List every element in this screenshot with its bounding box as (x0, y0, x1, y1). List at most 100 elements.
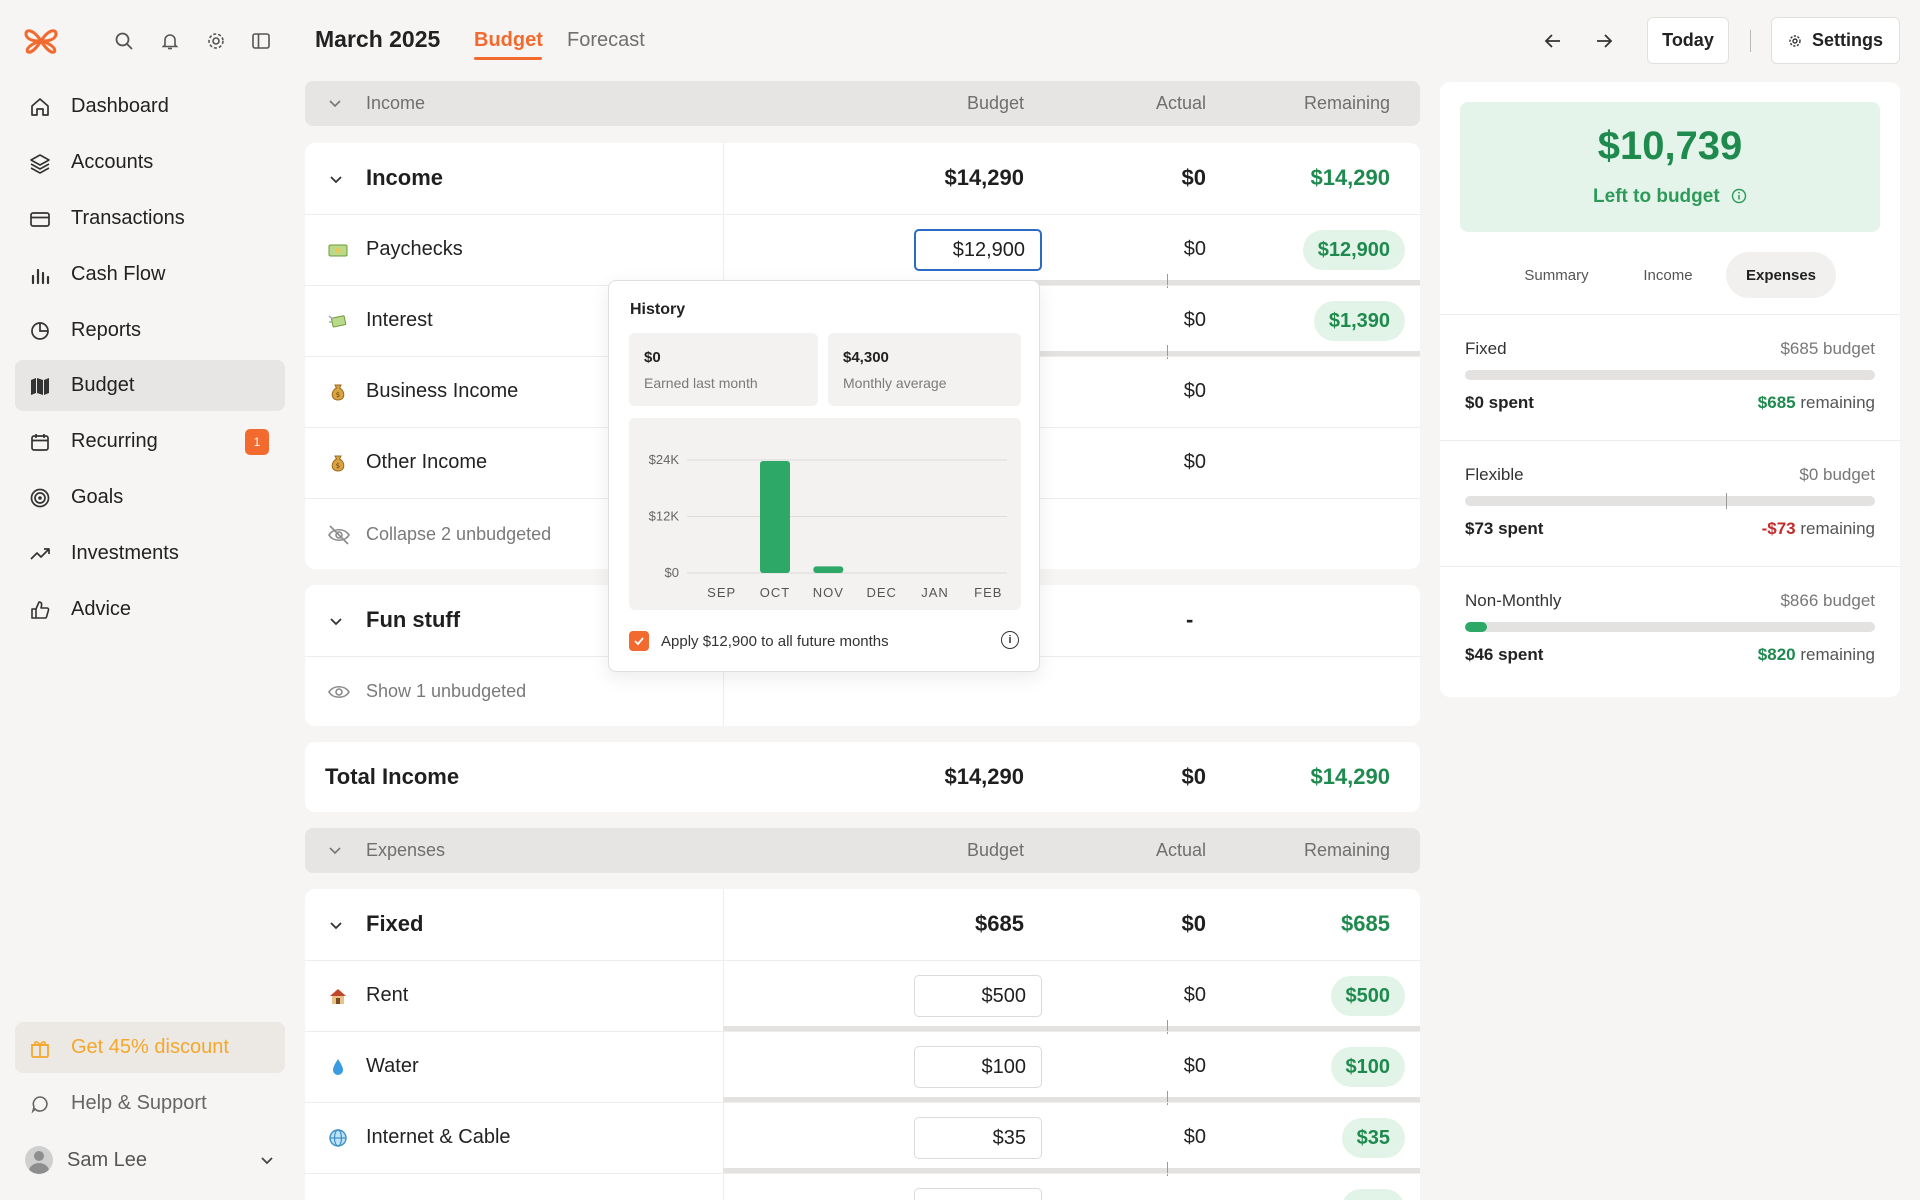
history-bar-chart: $0 $12K $24K SEP OCT NOV DEC JAN FEB (649, 452, 1007, 600)
section-remaining: $685 remaining (1758, 393, 1875, 413)
info-icon[interactable]: i (1001, 631, 1019, 649)
section-budget: $685 budget (1780, 339, 1875, 358)
remaining-pill: $500 (1330, 976, 1405, 1016)
remaining-pill (1341, 1189, 1405, 1200)
sidebar-item-recurring[interactable]: Recurring 1 (15, 416, 285, 467)
summary-section-flexible[interactable]: Flexible $0 budget $73 spent -$73 remain… (1440, 440, 1900, 566)
left-to-budget-card: $10,739 Left to budget (1460, 102, 1880, 232)
budget-input-rent[interactable]: $500 (914, 975, 1042, 1017)
section-name: Fixed (1465, 339, 1507, 358)
summary-tab-summary[interactable]: Summary (1524, 266, 1589, 284)
next-month-arrow-icon[interactable] (1589, 27, 1619, 55)
chevron-down-icon[interactable] (327, 916, 345, 934)
budget-input-water[interactable]: $100 (914, 1046, 1042, 1088)
y-tick-label: $24K (649, 452, 680, 467)
x-tick-label: OCT (760, 585, 790, 600)
summary-tab-income[interactable]: Income (1643, 266, 1693, 284)
apply-checkbox[interactable] (629, 631, 649, 651)
discount-label: Get 45% discount (71, 1036, 229, 1058)
budget-input-paychecks[interactable]: $12,900 (914, 229, 1042, 271)
earned-last-month-box: $0 Earned last month (629, 333, 818, 406)
category-row-interest[interactable]: Interest $0 $1,390 (305, 285, 1420, 359)
flying-money-icon (327, 310, 349, 332)
category-row-rent[interactable]: Rent $500 $0 $500 (305, 960, 1420, 1034)
category-row-water[interactable]: Water $100 $0 $100 (305, 1031, 1420, 1105)
budget-input-partial[interactable] (914, 1188, 1042, 1200)
category-row-internet-cable[interactable]: Internet & Cable $35 $0 $35 (305, 1102, 1420, 1176)
user-menu[interactable]: Sam Lee (25, 1144, 275, 1176)
discount-button[interactable]: Get 45% discount (15, 1022, 285, 1073)
budget-input-internet[interactable]: $35 (914, 1117, 1042, 1159)
group-label: Fixed (366, 911, 424, 936)
remaining-amount: -$73 (1761, 519, 1796, 538)
actual-value: $0 (1183, 380, 1206, 402)
chevron-down-icon[interactable] (327, 612, 345, 630)
section-label: Income (366, 93, 426, 113)
sidebar-item-accounts[interactable]: Accounts (15, 137, 285, 188)
sidebar-item-transactions[interactable]: Transactions (15, 193, 285, 244)
bar-oct[interactable] (760, 460, 790, 573)
sidebar-item-label: Budget (71, 374, 135, 396)
today-button[interactable]: Today (1647, 17, 1729, 64)
sidebar-item-goals[interactable]: Goals (15, 472, 285, 523)
sidebar-item-cash-flow[interactable]: Cash Flow (15, 249, 285, 300)
sidebar-item-reports[interactable]: Reports (15, 305, 285, 356)
income-group-row[interactable]: Income $14,290 $0 $14,290 (305, 143, 1420, 214)
category-row-partial[interactable] (305, 1173, 1420, 1200)
money-bill-icon (327, 239, 349, 261)
apply-future-months[interactable]: Apply $12,900 to all future months (629, 631, 889, 651)
y-tick-label: $12K (649, 509, 680, 524)
remaining-pill: $1,390 (1313, 301, 1405, 341)
expenses-section-header[interactable]: Expenses Budget Actual Remaining (305, 828, 1420, 873)
apply-label: Apply $12,900 to all future months (661, 632, 889, 650)
layers-icon (29, 152, 51, 174)
settings-button[interactable]: Settings (1771, 17, 1900, 64)
gift-icon (29, 1037, 51, 1059)
card-icon (29, 208, 51, 230)
income-section-header[interactable]: Income Budget Actual Remaining (305, 81, 1420, 126)
help-support-link[interactable]: Help & Support (15, 1078, 285, 1129)
category-row-paychecks[interactable]: Paychecks $12,900 $0 $12,900 (305, 214, 1420, 288)
group-actual: - (1186, 607, 1194, 632)
chat-bubble-icon (29, 1094, 51, 1114)
show-unbudgeted-label: Show 1 unbudgeted (366, 681, 527, 701)
summary-section-fixed[interactable]: Fixed $685 budget $0 spent $685 remainin… (1440, 314, 1900, 440)
total-budget: $14,290 (944, 764, 1024, 789)
sidebar-item-advice[interactable]: Advice (15, 584, 285, 635)
budget-marker (1726, 493, 1727, 509)
bell-icon[interactable] (157, 28, 183, 54)
chevron-down-icon[interactable] (327, 170, 345, 188)
fixed-group-row[interactable]: Fixed $685 $0 $685 (305, 889, 1420, 960)
chevron-down-icon (327, 95, 345, 113)
sidebar-item-investments[interactable]: Investments (15, 528, 285, 579)
bar-nov[interactable] (813, 566, 844, 573)
map-icon (29, 375, 51, 397)
summary-section-non-monthly[interactable]: Non-Monthly $866 budget $46 spent $820 r… (1440, 566, 1900, 692)
summary-tab-expenses[interactable]: Expenses (1726, 252, 1836, 298)
income-group-card: Income $14,290 $0 $14,290 Paychecks $12,… (305, 143, 1420, 569)
collapse-label: Collapse 2 unbudgeted (366, 524, 552, 544)
category-label: Interest (366, 309, 433, 331)
search-icon[interactable] (111, 28, 137, 54)
house-icon (327, 985, 349, 1007)
previous-month-arrow-icon[interactable] (1538, 27, 1568, 55)
progress-fill (1465, 622, 1487, 632)
fun-stuff-group-row[interactable]: Fun stuff - (305, 585, 1420, 656)
remaining-column-header: Remaining (1303, 93, 1390, 113)
sidebar-item-dashboard[interactable]: Dashboard (15, 81, 285, 132)
pie-chart-icon (29, 320, 51, 342)
gear-icon[interactable] (203, 28, 229, 54)
trend-icon (29, 543, 51, 565)
budget-input-value: $35 (992, 1126, 1026, 1149)
app-logo-icon[interactable] (22, 22, 60, 60)
section-budget: $866 budget (1780, 591, 1875, 610)
info-icon[interactable] (1731, 188, 1747, 204)
tab-forecast[interactable]: Forecast (567, 29, 645, 51)
tab-budget[interactable]: Budget (474, 29, 543, 51)
sidebar-item-budget[interactable]: Budget (15, 360, 285, 411)
history-chart: $0 $12K $24K SEP OCT NOV DEC JAN FEB (629, 418, 1021, 610)
group-label: Income (366, 165, 444, 190)
sidebar-toggle-icon[interactable] (248, 28, 274, 54)
actual-value: $0 (1183, 984, 1206, 1006)
section-remaining: -$73 remaining (1762, 519, 1875, 539)
